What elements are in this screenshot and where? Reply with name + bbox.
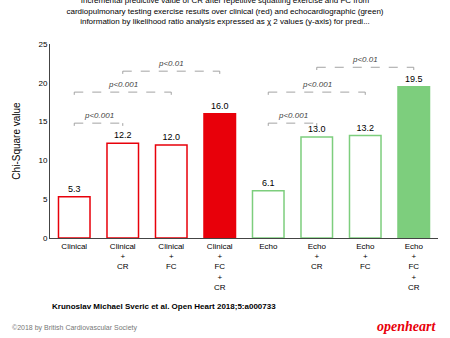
svg-text:Clinical+FC+CR: Clinical+FC+CR bbox=[207, 242, 233, 293]
svg-text:Chi-Square value: Chi-Square value bbox=[11, 102, 22, 180]
svg-text:5.3: 5.3 bbox=[68, 184, 81, 194]
svg-text:5: 5 bbox=[43, 195, 48, 204]
svg-text:Krunoslav Michael Sveric et al: Krunoslav Michael Sveric et al. Open Hea… bbox=[52, 302, 276, 311]
svg-text:Clinical+CR: Clinical+CR bbox=[110, 242, 136, 272]
svg-text:p<0.001: p<0.001 bbox=[302, 80, 332, 89]
svg-text:19.5: 19.5 bbox=[405, 74, 423, 84]
svg-text:0: 0 bbox=[43, 234, 48, 243]
svg-text:Echo+FC+CR: Echo+FC+CR bbox=[405, 242, 424, 293]
svg-text:12.0: 12.0 bbox=[162, 132, 180, 142]
svg-text:10: 10 bbox=[38, 156, 47, 165]
svg-text:13.2: 13.2 bbox=[356, 123, 374, 133]
svg-text:12.2: 12.2 bbox=[114, 130, 132, 140]
svg-text:15: 15 bbox=[38, 117, 47, 126]
svg-text:p<0.001: p<0.001 bbox=[84, 111, 114, 120]
svg-text:Echo: Echo bbox=[259, 242, 278, 251]
svg-text:Echo+FC: Echo+FC bbox=[356, 242, 375, 272]
svg-text:©2018 by British Cardiovascula: ©2018 by British Cardiovascular Society bbox=[12, 324, 137, 332]
svg-text:p<0.01: p<0.01 bbox=[158, 59, 184, 68]
svg-text:openheart: openheart bbox=[377, 319, 436, 334]
svg-text:Echo+CR: Echo+CR bbox=[308, 242, 327, 272]
svg-text:20: 20 bbox=[38, 79, 47, 88]
svg-text:p<0.001: p<0.001 bbox=[278, 111, 308, 120]
svg-text:13.0: 13.0 bbox=[308, 124, 326, 134]
svg-text:25: 25 bbox=[38, 40, 47, 49]
svg-text:p<0.01: p<0.01 bbox=[352, 55, 378, 64]
svg-text:Incremental predictive value o: Incremental predictive value of CR after… bbox=[66, 0, 383, 26]
svg-text:16.0: 16.0 bbox=[211, 101, 229, 111]
svg-text:p<0.001: p<0.001 bbox=[108, 80, 138, 89]
svg-text:Clinical: Clinical bbox=[61, 242, 87, 251]
svg-text:6.1: 6.1 bbox=[262, 178, 275, 188]
svg-text:Clinical+FC: Clinical+FC bbox=[158, 242, 184, 272]
